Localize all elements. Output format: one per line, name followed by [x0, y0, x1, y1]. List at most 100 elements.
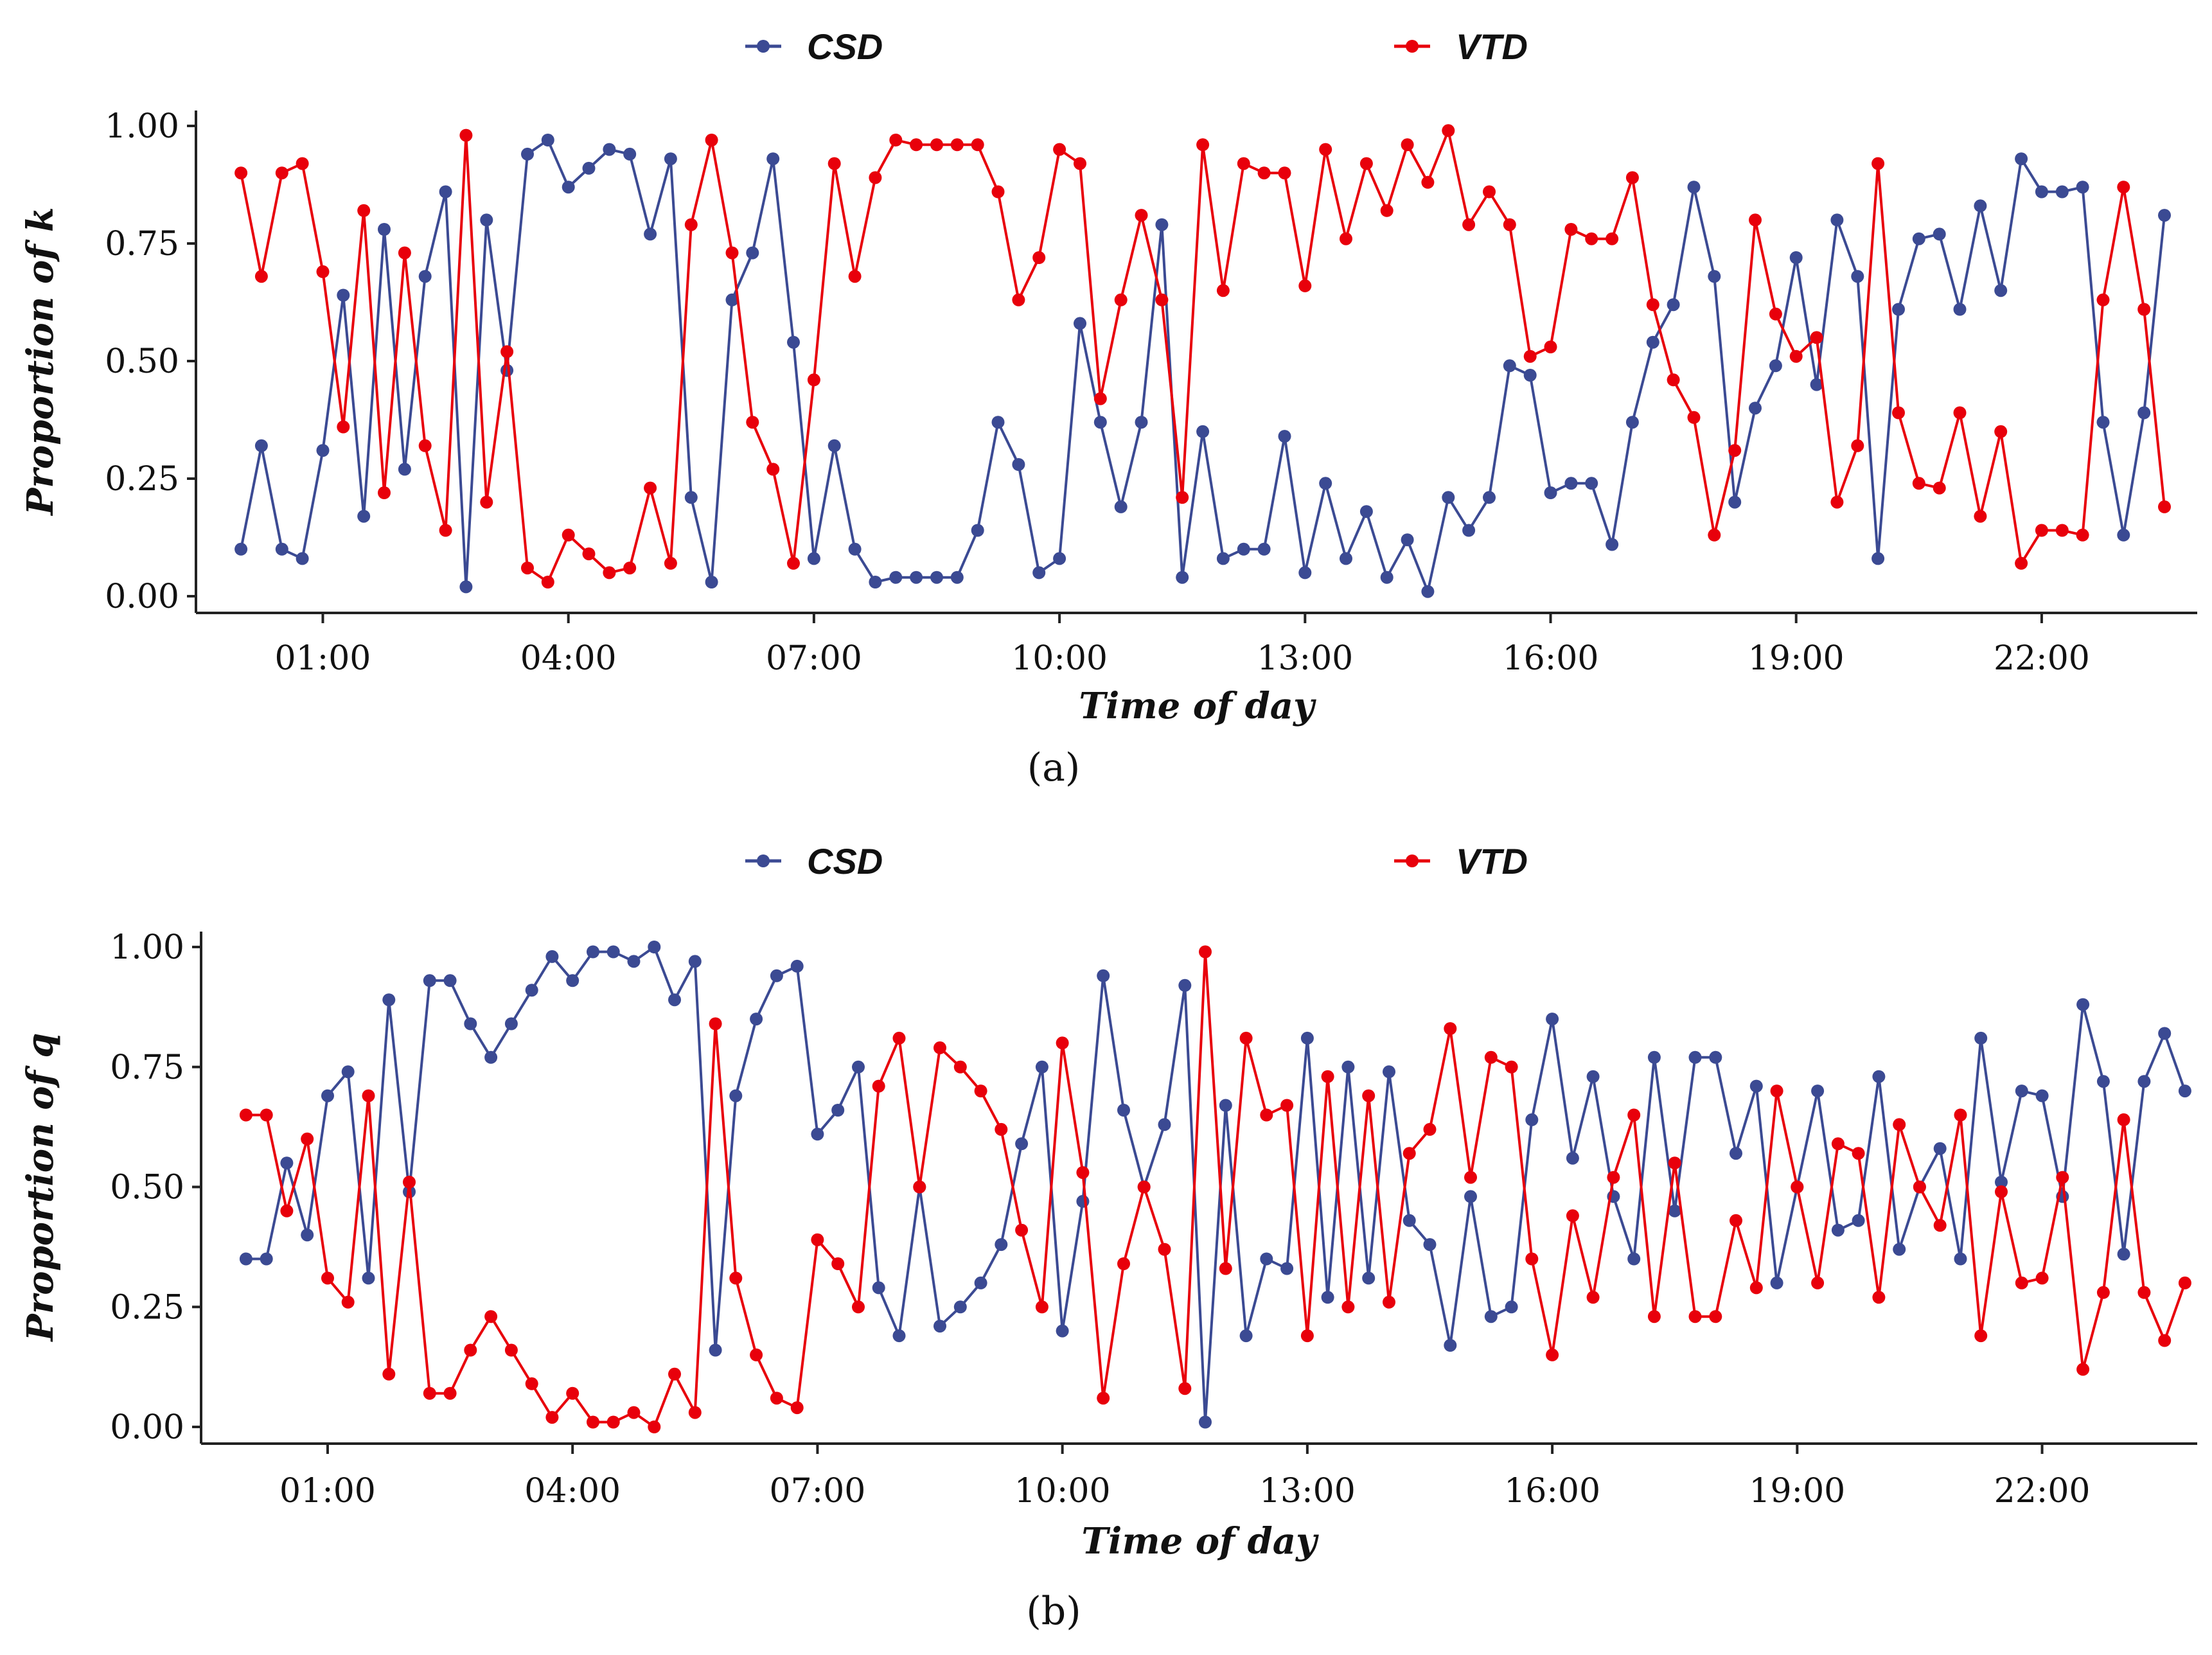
panel-b: 0.00 0.25 0.50 0.75 1.00 01:00 04:00 07:00 10:00…	[19, 841, 2197, 1634]
chart-a-vtd-point	[1564, 223, 1578, 236]
chart-b-csd-point	[1831, 1223, 1845, 1237]
chart-b-vtd-point	[545, 1411, 559, 1424]
chart-a-csd-point	[1974, 199, 1987, 213]
chart-a-xtick-label: 22:00	[1994, 639, 2090, 678]
chart-a-vtd-point	[1523, 350, 1537, 363]
chart-b-csd-point	[1627, 1252, 1641, 1266]
chart-b-vtd-point	[2178, 1276, 2191, 1289]
chart-a-csd-point	[1769, 359, 1782, 373]
chart-b-csd-point	[606, 945, 620, 959]
chart-b-vtd-point	[2137, 1286, 2151, 1299]
chart-a-csd-point	[1401, 533, 1414, 547]
chart-a-vtd-point	[1421, 175, 1435, 189]
chart-a-csd-point	[1912, 232, 1925, 245]
chart-b-vtd-point	[443, 1386, 457, 1400]
chart-a-caption: (a)	[1027, 745, 1081, 790]
chart-a-vtd-point	[766, 463, 780, 476]
chart-a-csd-point	[2137, 406, 2151, 420]
chart-a-vtd-point	[1789, 350, 1803, 363]
chart-a-vtd-point	[398, 246, 411, 260]
chart-a-csd-point	[1523, 369, 1537, 382]
chart-b-vtd-point	[1995, 1185, 2008, 1198]
chart-a-csd-point	[562, 181, 575, 194]
chart-a-csd-point	[1340, 552, 1352, 565]
chart-a-csd-point	[1093, 416, 1107, 429]
chart-b-xtick-label: 22:00	[1994, 1472, 2091, 1510]
chart-a-csd-point	[2035, 185, 2048, 199]
chart-b-csd-point	[1586, 1070, 1600, 1083]
chart-a-vtd-point	[950, 138, 964, 152]
chart-a-csd-point	[1135, 416, 1148, 429]
chart-b-vtd-point	[1525, 1252, 1539, 1266]
chart-b-vtd-point	[872, 1079, 885, 1093]
chart-b-csd-point	[1893, 1243, 1906, 1256]
chart-b-vtd-point	[1464, 1171, 1477, 1184]
chart-b-vtd-point	[1566, 1209, 1579, 1223]
chart-a-csd-point	[398, 463, 411, 476]
chart-a-vtd-point	[1135, 209, 1148, 222]
chart-a-csd-point	[1114, 500, 1128, 513]
chart-b-csd-point	[1811, 1084, 1825, 1098]
chart-b-xtick-label: 13:00	[1259, 1472, 1356, 1510]
chart-a-vtd-point	[991, 185, 1005, 199]
chart-b-legend-vtd-marker	[1406, 854, 1419, 867]
chart-a-vtd-point	[2035, 524, 2048, 537]
chart-b-csd-point	[811, 1128, 824, 1141]
chart-a-csd-point	[316, 444, 330, 457]
chart-b-vtd-point	[1791, 1180, 1804, 1194]
chart-b-vtd-point	[2096, 1286, 2110, 1299]
chart-a-csd-point	[1892, 303, 1905, 316]
chart-b-csd-point	[382, 993, 396, 1007]
chart-a-csd-point	[1442, 491, 1455, 504]
chart-a-vtd-point	[889, 134, 903, 146]
chart-a-csd-point	[684, 491, 698, 504]
chart-a-csd-point	[1687, 181, 1701, 194]
chart-b-vtd-point	[1402, 1147, 1416, 1160]
chart-a-csd-point	[807, 552, 820, 565]
chart-b-csd-point	[301, 1228, 314, 1242]
chart-b-csd-point	[2076, 998, 2090, 1011]
chart-a-csd-point	[1830, 213, 1844, 227]
chart-a-vtd-point	[1503, 218, 1516, 231]
chart-b-csd-point	[1423, 1238, 1437, 1252]
chart-b-vtd-point	[1484, 1050, 1498, 1064]
chart-a-vtd-point	[357, 204, 371, 217]
chart-b-csd-point	[260, 1252, 273, 1266]
chart-b-vtd-point	[811, 1233, 824, 1246]
chart-a-csd-point	[1503, 359, 1516, 373]
chart-a-csd-point	[1359, 505, 1373, 518]
chart-b-vtd-point	[750, 1348, 763, 1361]
chart-a-csd-point	[1074, 317, 1086, 330]
chart-a-csd-point	[378, 223, 391, 236]
chart-b-x-title: Time of day	[1081, 1520, 1319, 1562]
chart-b-csd-point	[1933, 1142, 1947, 1155]
chart-b-vtd-point	[260, 1108, 273, 1122]
chart-b-vtd-point	[852, 1300, 865, 1314]
chart-a-vtd-point	[2055, 524, 2069, 537]
chart-a-csd-point	[582, 161, 596, 175]
chart-b-vtd-point	[688, 1406, 702, 1419]
chart-b-csd-point	[1321, 1291, 1334, 1304]
chart-b-csd-point	[341, 1065, 355, 1079]
chart-a-csd-point	[1155, 218, 1169, 231]
chart-a-vtd-point	[603, 566, 616, 580]
chart-b-csd-point	[2015, 1084, 2028, 1098]
chart-a-vtd-point	[1830, 495, 1844, 509]
chart-b-vtd-point	[2076, 1363, 2090, 1376]
chart-b-csd-point	[831, 1104, 845, 1117]
chart-a-vtd-point	[562, 528, 575, 542]
chart-b-csd-point	[1056, 1324, 1069, 1338]
chart-b-vtd-point	[587, 1415, 599, 1429]
chart-a-vtd-point	[1032, 251, 1046, 264]
chart-a-csd-point	[2117, 528, 2130, 542]
chart-b-vtd-point	[668, 1367, 681, 1381]
chart-a-vtd-point	[1053, 143, 1066, 156]
chart-b-vtd-point	[709, 1017, 722, 1031]
chart-a-vtd-point	[1851, 439, 1864, 452]
chart-b-vtd-point	[2158, 1334, 2172, 1347]
chart-a-vtd-point	[1994, 425, 2008, 438]
chart-b-vtd-point	[729, 1271, 743, 1285]
chart-a-csd-point	[1176, 571, 1189, 584]
chart-b-vtd-point	[1300, 1329, 1314, 1343]
chart-a-vtd-point	[1646, 298, 1659, 312]
